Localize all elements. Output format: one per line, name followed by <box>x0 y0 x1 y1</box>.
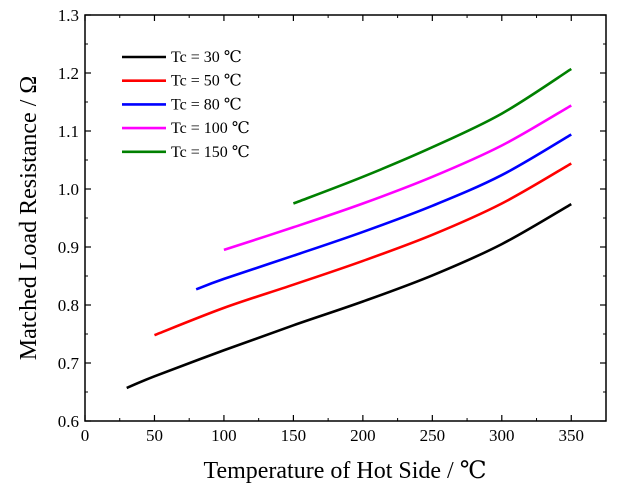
series-line <box>126 202 572 390</box>
x-axis: 0 50 100 150 200 250 300 350 <box>81 15 584 445</box>
y-tick-label: 0.6 <box>58 412 79 431</box>
y-tick-label: 0.7 <box>58 354 80 373</box>
y-tick-label: 1.3 <box>58 6 79 25</box>
x-tick-label: 100 <box>211 426 237 445</box>
series-line <box>292 67 572 205</box>
y-tick-label: 1.0 <box>58 180 79 199</box>
legend-label: Tc = 150 ℃ <box>171 144 250 161</box>
legend-label: Tc = 80 ℃ <box>171 96 242 113</box>
y-tick-label: 0.9 <box>58 238 79 257</box>
y-axis-title: Matched Load Resistance / Ω <box>16 76 42 360</box>
y-tick-label: 0.8 <box>58 296 79 315</box>
x-axis-title: Temperature of Hot Side / ℃ <box>203 458 486 484</box>
x-tick-label: 150 <box>281 426 307 445</box>
series-line <box>195 133 572 291</box>
y-tick-label: 1.2 <box>58 64 79 83</box>
series-line <box>153 162 572 337</box>
legend-label: Tc = 50 ℃ <box>171 73 242 90</box>
legend: Tc = 30 ℃ Tc = 50 ℃ Tc = 80 ℃ Tc = 100 ℃ Tc … <box>122 49 250 161</box>
x-tick-label: 300 <box>489 426 515 445</box>
x-tick-label: 0 <box>81 426 90 445</box>
legend-label: Tc = 100 ℃ <box>171 120 250 137</box>
x-tick-label: 200 <box>350 426 376 445</box>
x-tick-label: 50 <box>146 426 163 445</box>
series-line <box>223 104 572 252</box>
x-tick-label: 250 <box>420 426 446 445</box>
plot-frame <box>84 14 607 422</box>
legend-label: Tc = 30 ℃ <box>171 49 242 66</box>
x-tick-label: 350 <box>559 426 585 445</box>
series-lines <box>126 67 572 390</box>
y-axis: 0.6 0.7 0.8 0.9 1.0 1.1 1.2 1.3 <box>58 6 606 431</box>
y-tick-label: 1.1 <box>58 122 79 141</box>
